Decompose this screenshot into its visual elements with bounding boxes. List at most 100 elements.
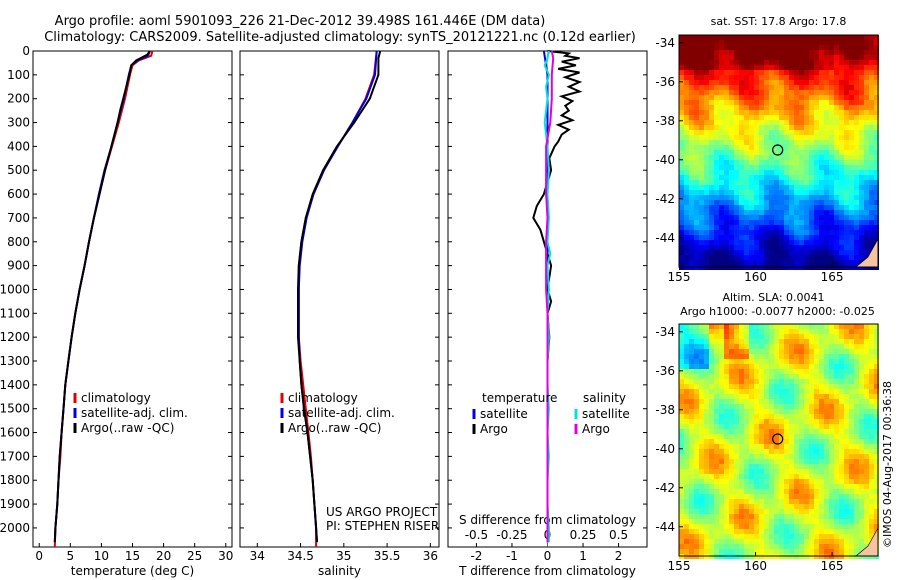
legend-label: Argo (480, 422, 508, 436)
legend-label: satellite (582, 407, 630, 421)
lat-tick-label: -38 (655, 403, 675, 417)
series-line-argorawqc (53, 50, 151, 543)
x-tick-label: -1 (506, 549, 518, 563)
x-tick-label: 34.5 (287, 549, 314, 563)
lat-tick-label: -40 (655, 442, 675, 456)
panel-temperature: 0100200300400500600700800900100011001200… (0, 44, 233, 578)
lat-tick-label: -34 (655, 36, 675, 50)
y-tick-label: 500 (7, 163, 30, 177)
lat-tick-label: -34 (655, 325, 675, 339)
plot-frame (239, 50, 440, 548)
y-tick-label: 800 (7, 235, 30, 249)
lon-tick-label: 155 (668, 559, 691, 573)
panel-sst-map: -34 -36 -38 -40 -42 -44 155 160 165 sat. SST: 17.… (655, 15, 879, 284)
lat-tick-label: -40 (655, 153, 675, 167)
x-tick-label: 5 (66, 549, 74, 563)
y-tick-label: 1400 (0, 378, 30, 392)
y-tick-label: 700 (7, 211, 30, 225)
x-tick-label: 34 (250, 549, 265, 563)
legend-label: climatology (81, 391, 151, 405)
x-tick-label: 20 (156, 549, 171, 563)
y-tick-label: 200 (7, 92, 30, 106)
series-line-S-satellite (543, 50, 552, 543)
lat-tick-label: -42 (655, 192, 675, 206)
x-axis-label: T difference from climatology (458, 564, 636, 578)
figure-subtitle: Climatology: CARS2009. Satellite-adjuste… (44, 30, 636, 45)
project-annotation: US ARGO PROJECT (326, 505, 438, 519)
figure-title: Argo profile: aoml 5901093_226 21-Dec-20… (55, 14, 546, 29)
x-tick-label: 36 (423, 549, 438, 563)
legend-label: Argo(..raw -QC) (81, 421, 174, 435)
lat-tick-label: -44 (655, 231, 675, 245)
side-credit: ©IMOS 04-Aug-2017 00:36:38 (881, 381, 894, 548)
y-tick-label: 1300 (0, 354, 30, 368)
lat-tick-label: -44 (655, 520, 675, 534)
x-tick-label: 0 (35, 549, 43, 563)
legend-label: satellite-adj. clim. (288, 406, 395, 420)
top-x-tick-label: -0.5 (465, 528, 488, 542)
y-tick-label: 1200 (0, 330, 30, 344)
x-axis-label: temperature (deg C) (71, 564, 194, 578)
y-tick-label: 600 (7, 187, 30, 201)
lat-tick-label: -42 (655, 481, 675, 495)
map-frame (678, 34, 879, 268)
lat-tick-label: -36 (655, 364, 675, 378)
top-x-tick-label: -0.25 (496, 528, 527, 542)
x-tick-label: -2 (470, 549, 482, 563)
legend-label: Argo (582, 422, 610, 436)
x-tick-label: 2 (615, 549, 623, 563)
legend-label: satellite (480, 407, 528, 421)
x-tick-label: 35.5 (374, 549, 401, 563)
top-x-tick-label: 0.25 (570, 528, 597, 542)
plot-frame (32, 50, 233, 548)
y-tick-label: 1000 (0, 282, 30, 296)
panel-difference: -2 -1 0 1 2T difference from climatology -0.5… (447, 50, 648, 578)
project-annotation: PI: STEPHEN RISER (326, 519, 439, 533)
map-title: sat. SST: 17.8 Argo: 17.8 (711, 15, 847, 28)
x-tick-label: 1 (579, 549, 587, 563)
series-line-argorawqc (297, 50, 382, 543)
legend-label: satellite-adj. clim. (81, 406, 188, 420)
series-line-S-argo (545, 50, 555, 543)
x-tick-label: 30 (218, 549, 233, 563)
top-x-tick-label: 0.5 (609, 528, 628, 542)
sla-field (679, 324, 879, 559)
x-axis-label: salinity (318, 564, 361, 578)
x-tick-label: 35 (336, 549, 351, 563)
y-tick-label: 1500 (0, 402, 30, 416)
y-tick-label: 1600 (0, 426, 30, 440)
legend-label: Argo(..raw -QC) (288, 421, 381, 435)
lon-tick-label: 165 (821, 559, 844, 573)
lat-tick-label: -38 (655, 114, 675, 128)
float-position-marker (772, 144, 784, 156)
lon-tick-label: 160 (744, 270, 767, 284)
legend-label: climatology (288, 391, 358, 405)
y-tick-label: 0 (22, 44, 30, 58)
y-tick-label: 2000 (0, 521, 30, 535)
y-tick-label: 300 (7, 116, 30, 130)
map-title: Altim. SLA: 0.0041 (722, 291, 824, 304)
lon-tick-label: 165 (821, 270, 844, 284)
y-tick-label: 1100 (0, 306, 30, 320)
float-position-marker (772, 433, 784, 445)
sst-field (679, 35, 879, 270)
y-tick-label: 900 (7, 259, 30, 273)
map-subtitle: Argo h1000: -0.0077 h2000: -0.025 (680, 305, 875, 318)
panel-salinity: 34 34.5 35 35.5 36 salinity climatologysatelli… (239, 50, 440, 578)
y-tick-label: 1900 (0, 497, 30, 511)
legend-header-temperature: temperature (482, 391, 557, 405)
lat-tick-label: -36 (655, 75, 675, 89)
y-tick-label: 1800 (0, 473, 30, 487)
panel-sla-map: -34 -36 -38 -40 -42 -44 155 160 165 Altim. SLA: 0… (655, 291, 879, 573)
lon-tick-label: 160 (744, 559, 767, 573)
lon-tick-label: 155 (668, 270, 691, 284)
x-tick-label: 10 (94, 549, 109, 563)
y-tick-label: 400 (7, 139, 30, 153)
x-tick-label: 25 (187, 549, 202, 563)
map-frame (678, 323, 879, 557)
y-tick-label: 1700 (0, 449, 30, 463)
x-tick-label: 15 (125, 549, 140, 563)
legend-header-salinity: salinity (583, 391, 626, 405)
x-tick-label: 0 (544, 549, 552, 563)
